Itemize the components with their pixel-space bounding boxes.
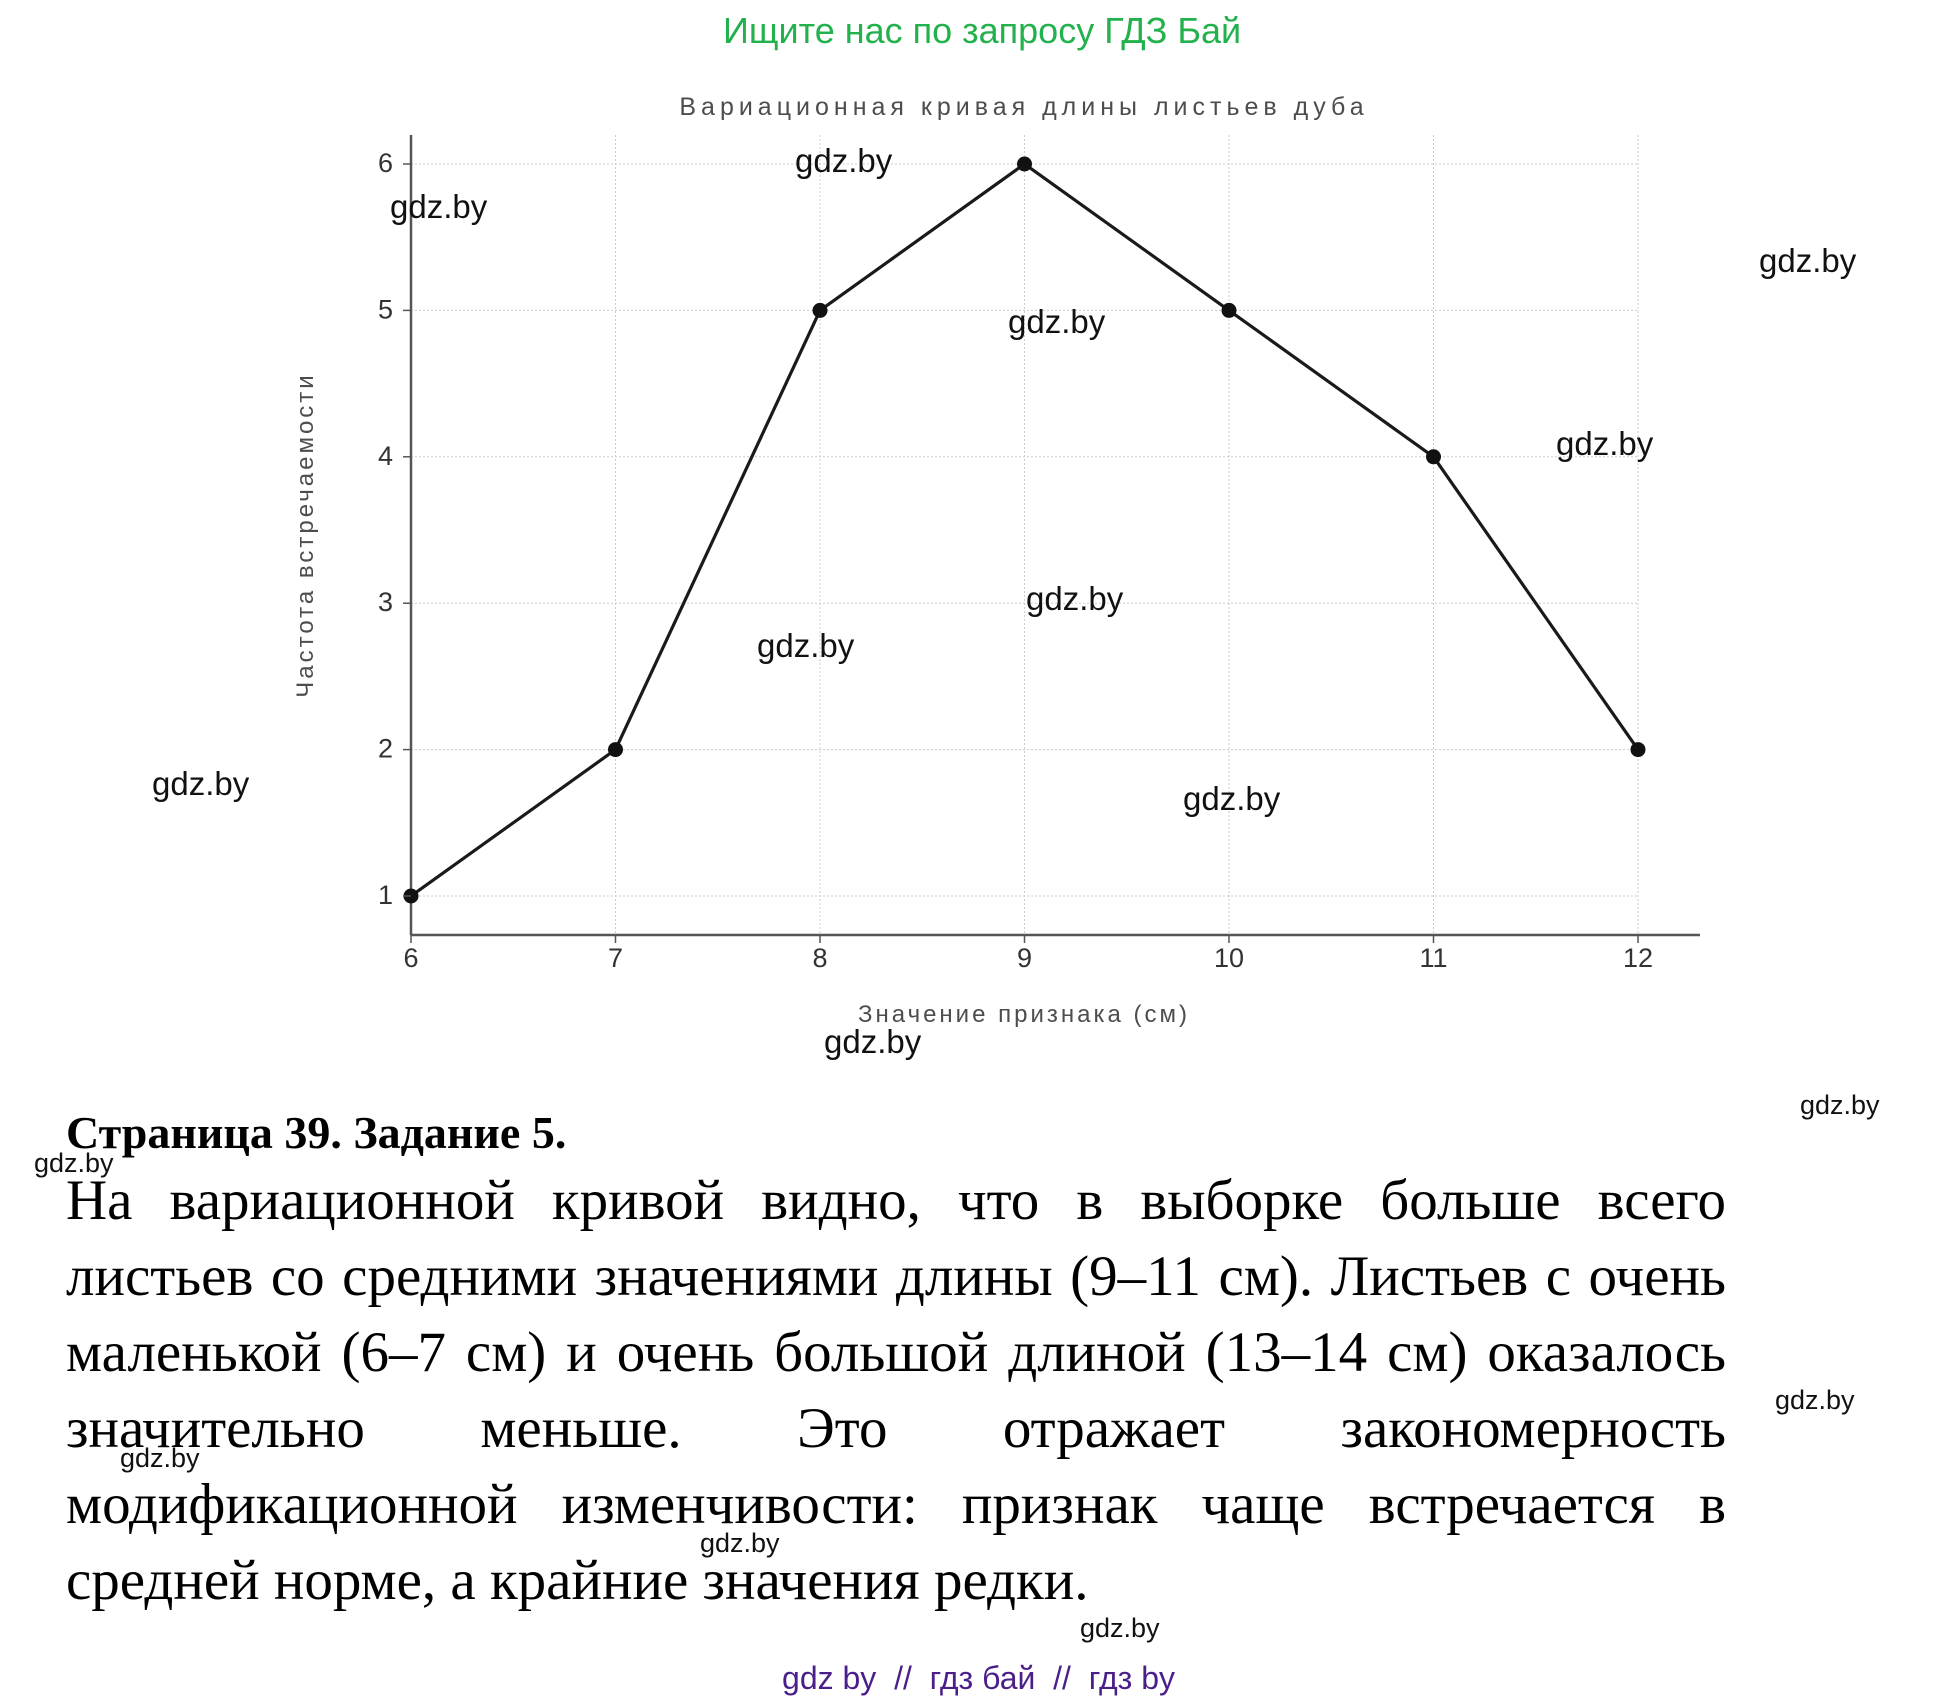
svg-text:4: 4 [378, 441, 393, 471]
svg-text:gdz.by: gdz.by [390, 188, 488, 225]
svg-text:2: 2 [378, 734, 393, 764]
svg-text:gdz.by: gdz.by [1556, 425, 1654, 462]
svg-text:gdz.by: gdz.by [824, 1023, 922, 1060]
svg-text:6: 6 [378, 148, 393, 178]
svg-text:1: 1 [378, 880, 393, 910]
svg-text:11: 11 [1419, 943, 1447, 973]
svg-text:Частота встречаемости: Частота встречаемости [292, 372, 319, 697]
svg-text:9: 9 [1017, 943, 1032, 973]
svg-text:gdz.by: gdz.by [1026, 580, 1124, 617]
svg-text:gdz.by: gdz.by [757, 627, 855, 664]
svg-text:gdz.by: gdz.by [152, 765, 250, 802]
svg-text:7: 7 [608, 943, 623, 973]
svg-text:Вариационная кривая длины лист: Вариационная кривая длины листьев дуба [679, 93, 1368, 121]
svg-text:12: 12 [1623, 943, 1653, 973]
svg-text:gdz.by: gdz.by [795, 142, 893, 179]
svg-text:6: 6 [403, 943, 418, 973]
svg-text:gdz.by: gdz.by [1759, 242, 1857, 279]
svg-text:10: 10 [1214, 943, 1244, 973]
svg-text:5: 5 [378, 294, 393, 324]
svg-text:8: 8 [812, 943, 827, 973]
svg-text:3: 3 [378, 587, 393, 617]
svg-text:gdz.by: gdz.by [1183, 780, 1281, 817]
svg-text:gdz.by: gdz.by [1008, 303, 1106, 340]
